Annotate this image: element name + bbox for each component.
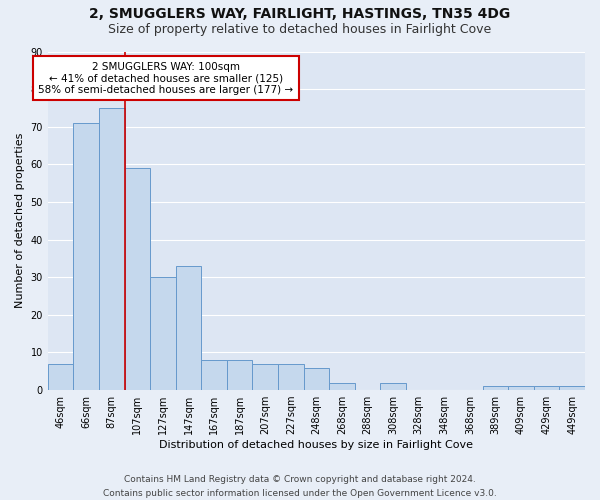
Bar [125,168,150,390]
Bar [508,386,534,390]
Bar [329,382,355,390]
Text: 2 SMUGGLERS WAY: 100sqm
← 41% of detached houses are smaller (125)
58% of semi-d: 2 SMUGGLERS WAY: 100sqm ← 41% of detache… [38,62,293,95]
Bar [48,364,73,390]
Bar [99,108,125,390]
Y-axis label: Number of detached properties: Number of detached properties [15,133,25,308]
Bar [73,123,99,390]
Bar [176,266,201,390]
Bar [253,364,278,390]
Bar [482,386,508,390]
Text: Contains HM Land Registry data © Crown copyright and database right 2024.
Contai: Contains HM Land Registry data © Crown c… [103,476,497,498]
Bar [559,386,585,390]
Bar [227,360,253,390]
Bar [201,360,227,390]
X-axis label: Distribution of detached houses by size in Fairlight Cove: Distribution of detached houses by size … [160,440,473,450]
Bar [304,368,329,390]
Text: Size of property relative to detached houses in Fairlight Cove: Size of property relative to detached ho… [109,22,491,36]
Bar [150,277,176,390]
Bar [380,382,406,390]
Bar [534,386,559,390]
Text: 2, SMUGGLERS WAY, FAIRLIGHT, HASTINGS, TN35 4DG: 2, SMUGGLERS WAY, FAIRLIGHT, HASTINGS, T… [89,8,511,22]
Bar [278,364,304,390]
